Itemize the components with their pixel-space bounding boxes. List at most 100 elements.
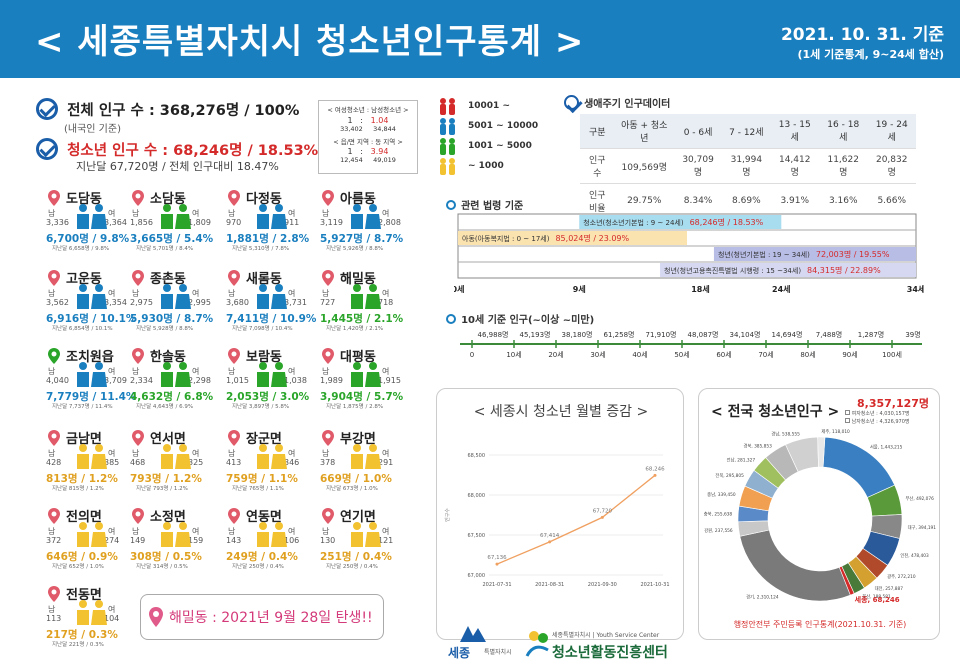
total-population: 전체 인구 수 : 368,276명 / 100% <box>67 102 300 119</box>
female-label: 여 <box>288 449 296 458</box>
table-cell: 0 - 6세 <box>673 114 723 149</box>
person-pair-icon <box>77 204 107 229</box>
age-band-value: 14,694명 <box>772 330 803 339</box>
reference-note: (1세 기준통계, 9~24세 합산) <box>797 48 944 61</box>
female-count: 3,709 <box>104 376 127 385</box>
district-card: 고운동 남 여 3,562 3,354 6,916명 / 10.1% 지난달 6,854명 … <box>46 268 136 338</box>
youth-center-logo-icon <box>525 631 549 657</box>
person-pair-icon <box>77 444 107 469</box>
male-count: 2,975 <box>130 298 153 307</box>
national-female-text: 여자청소년 : 4,030,157명 <box>851 411 910 417</box>
male-label: 남 <box>322 527 330 536</box>
district-prev: 지난달 6,854명 / 10.1% <box>52 326 113 332</box>
male-label: 남 <box>322 449 330 458</box>
ratio-value: 1.04 <box>370 116 389 125</box>
district-stat: 308명 / 0.5% <box>130 551 202 563</box>
female-label: 여 <box>382 527 390 536</box>
female-count: 2,808 <box>378 218 401 227</box>
table-row: 구분 아동 + 청소년 0 - 6세 7 - 12세 13 - 15세 16 - 18세 1… <box>580 114 916 149</box>
law-range-label: 아동(아동복지법 : 0 ~ 17세) 85,024명 / 23.09% <box>462 233 630 243</box>
person-pair-icon <box>440 118 455 135</box>
age-band-value: 61,258명 <box>604 330 635 339</box>
female-label: 여 <box>192 209 200 218</box>
legend-label: 5001 ~ 10000 <box>468 121 539 131</box>
district-stat: 217명 / 0.3% <box>46 629 118 641</box>
y-axis-label: 인구수 <box>444 508 451 522</box>
national-male-text: 남자청소년 : 4,326,970명 <box>851 419 910 425</box>
monthly-chart-title: < 세종시 청소년 월별 증감 > <box>473 404 649 420</box>
x-tick-label: 2021-09-30 <box>588 582 617 588</box>
district-stat: 759명 / 1.1% <box>226 473 298 485</box>
law-range-bar <box>660 263 916 277</box>
female-count: 1,915 <box>378 376 401 385</box>
male-label: 남 <box>322 367 330 376</box>
district-prev: 지난달 250명 / 0.4% <box>326 564 378 570</box>
lifecycle-table: 구분 아동 + 청소년 0 - 6세 7 - 12세 13 - 15세 16 - 18세 1… <box>580 114 916 219</box>
female-label: 여 <box>192 367 200 376</box>
ages-title: 10세 기준 인구(~이상 ~미만) <box>446 308 594 327</box>
district-stat: 249명 / 0.4% <box>226 551 298 563</box>
location-pin-icon <box>322 190 334 206</box>
female-label: 여 <box>192 449 200 458</box>
female-count: 1,038 <box>284 376 307 385</box>
youth-center-name: 청소년활동진흥센터 <box>552 645 668 661</box>
district-stat: 813명 / 1.2% <box>46 473 118 485</box>
district-prev: 지난달 1,420명 / 2.1% <box>326 326 384 332</box>
district-name: 연서면 <box>150 432 186 447</box>
district-prev: 지난달 3,897명 / 5.8% <box>232 404 290 410</box>
district-card: 해밀동 남 여 727 718 1,445명 / 2.1% 지난달 1,420명 / 2.1… <box>320 268 410 338</box>
slice-label: 경남, 538,555 <box>771 430 800 437</box>
male-count: 1,856 <box>130 218 153 227</box>
ratio-gender-label: < 여성청소년 : 남성청소년 > <box>327 106 409 114</box>
male-count: 428 <box>46 458 62 467</box>
male-label: 남 <box>48 527 56 536</box>
location-pin-icon <box>228 190 240 206</box>
location-pin-icon <box>132 430 144 446</box>
ratio-region-label: < 읍/면 지역 : 동 지역 > <box>333 138 403 146</box>
slice-label: 인천, 478,403 <box>900 552 929 559</box>
youth-center-sub: 세종특별자치시 | Youth Service Center <box>552 632 660 639</box>
female-count: 274 <box>104 536 120 545</box>
district-prev: 지난달 6,658명 / 9.8% <box>52 246 110 252</box>
slice-label: 서울, 1,443,215 <box>870 443 903 450</box>
location-pin-icon <box>322 348 334 364</box>
district-name: 조치원읍 <box>66 350 114 365</box>
location-pin-icon <box>228 430 240 446</box>
person-pair-icon <box>440 98 455 115</box>
district-name: 금남면 <box>66 432 102 447</box>
person-pair-icon <box>77 284 107 309</box>
male-count: 4,040 <box>46 376 69 385</box>
population-legend: 10001 ~ 5001 ~ 10000 1001 ~ 5000 ~ 1000 <box>438 98 538 178</box>
district-prev: 지난달 5,926명 / 8.8% <box>326 246 384 252</box>
female-label: 여 <box>288 367 296 376</box>
age-band-value: 1,287명 <box>858 330 884 339</box>
male-label: 남 <box>228 527 236 536</box>
district-card: 금남면 남 여 428 385 813명 / 1.2% 지난달 815명 / 1.2% <box>46 428 136 498</box>
table-cell: 13 - 15세 <box>770 114 819 149</box>
female-label: 여 <box>382 289 390 298</box>
slice-label: 부산, 492,076 <box>905 495 934 502</box>
district-prev: 지난달 4,643명 / 6.9% <box>136 404 194 410</box>
age-axis-label: 70세 <box>758 350 773 359</box>
district-stat: 3,904명 / 5.7% <box>320 391 404 403</box>
female-count: 3,354 <box>104 298 127 307</box>
district-prev: 지난달 7,737명 / 11.4% <box>52 404 113 410</box>
slice-label: 경북, 385,853 <box>743 442 772 449</box>
age-band-value: 39명 <box>905 330 920 339</box>
law-axis-tick: 24세 <box>772 284 791 294</box>
female-label: 여 <box>192 289 200 298</box>
district-prev: 지난달 250명 / 0.4% <box>232 564 284 570</box>
male-count: 130 <box>320 536 336 545</box>
data-label: 67,414 <box>540 533 560 539</box>
data-point <box>653 473 657 477</box>
slice-label: 전남, 281,327 <box>727 457 756 464</box>
law-range-label: 청년(청년기본법 : 19 ~ 34세) 72,003명 / 19.55% <box>718 249 890 259</box>
district-name: 장군면 <box>246 432 282 447</box>
person-pair-icon <box>257 362 287 387</box>
female-count: 718 <box>378 298 394 307</box>
table-cell: 29.75% <box>614 183 674 219</box>
district-name: 전동면 <box>66 588 102 603</box>
location-pin-icon <box>132 348 144 364</box>
age-axis-label: 20세 <box>548 350 563 359</box>
male-count: 378 <box>320 458 336 467</box>
